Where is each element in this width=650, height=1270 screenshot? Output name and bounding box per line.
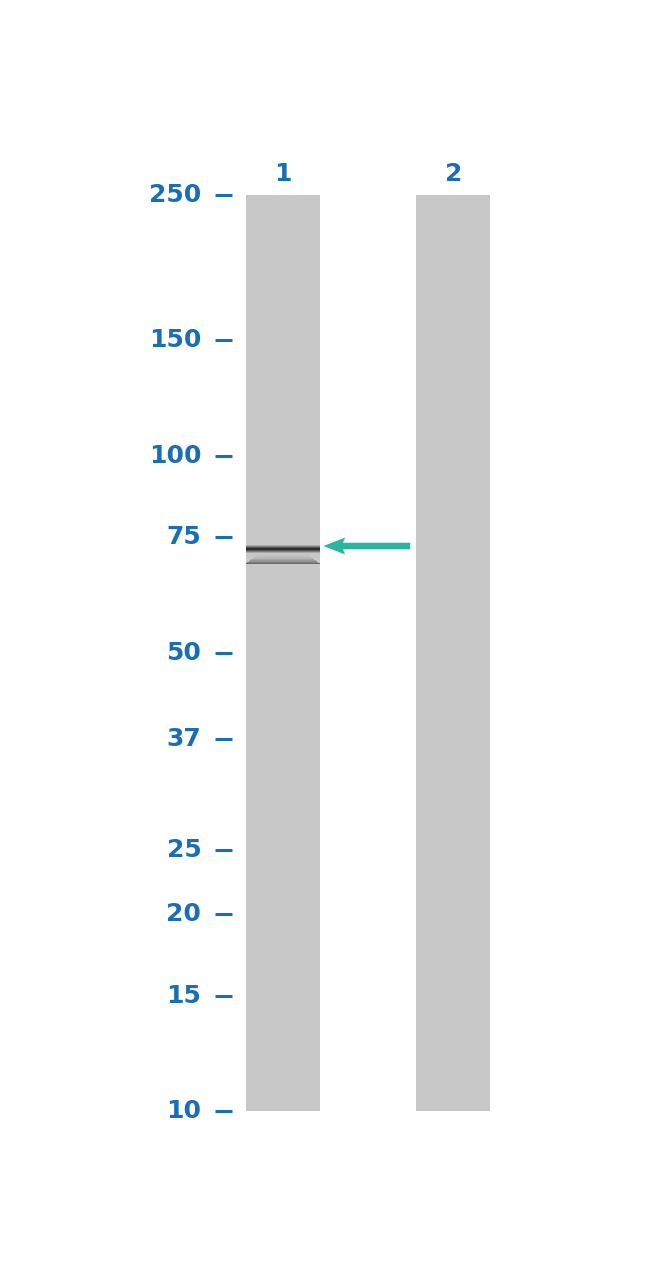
Bar (417, 194, 490, 1111)
Text: 250: 250 (149, 183, 202, 207)
Text: 37: 37 (166, 726, 202, 751)
Text: 150: 150 (149, 328, 202, 352)
Text: 10: 10 (166, 1099, 202, 1123)
Bar (246, 194, 320, 1111)
Text: 15: 15 (166, 984, 202, 1007)
Text: 75: 75 (166, 526, 202, 550)
Text: 2: 2 (445, 163, 462, 185)
FancyArrow shape (324, 537, 410, 555)
Text: 100: 100 (149, 443, 202, 467)
Text: 50: 50 (166, 641, 202, 665)
Text: 25: 25 (166, 838, 202, 862)
Text: 1: 1 (274, 163, 291, 185)
Text: 20: 20 (166, 902, 202, 926)
